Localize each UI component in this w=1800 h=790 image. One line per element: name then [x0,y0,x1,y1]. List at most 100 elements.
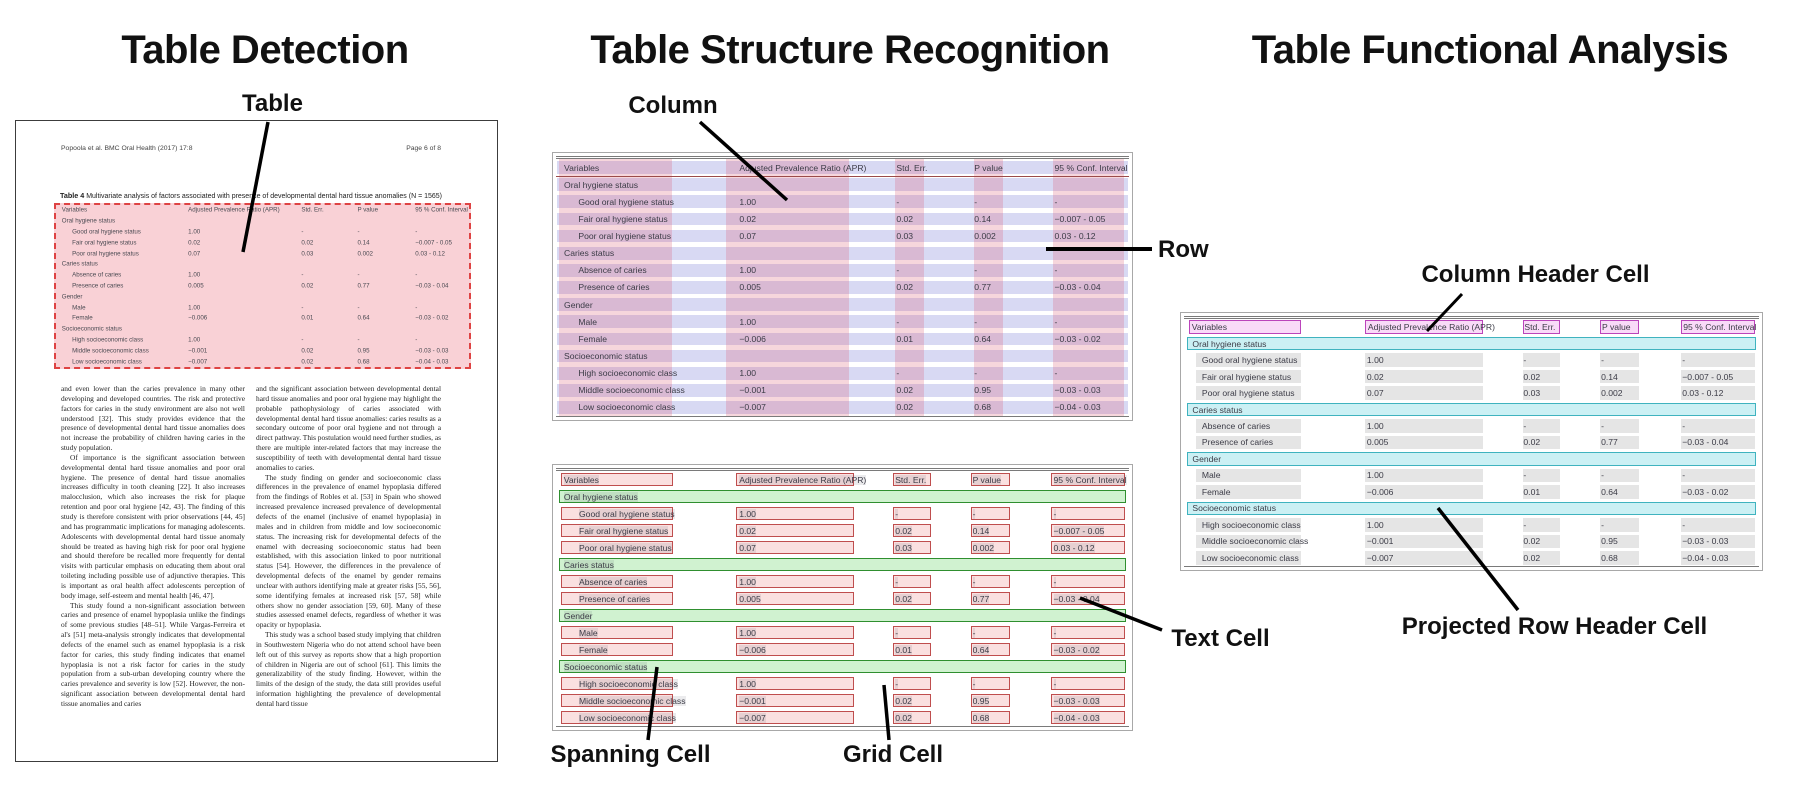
detected-table-region: Variables Adjusted Prevalence Ratio (APR)… [54,203,471,369]
structure-row [556,365,1129,382]
grid-cell-box: - [1051,574,1125,589]
value-cell-text: - [896,368,900,379]
text-cell-text: Female [1201,486,1231,497]
text-cell-box: Absence of caries [1195,419,1302,433]
grid-cell-box: 0.03 - 0.12 [1051,540,1125,555]
grid-cell-box: - [893,506,931,521]
text-cell: 1.00 [739,508,756,519]
value-cell-text: 0.03 [896,231,914,242]
column-header-cell-text: Variables [1191,322,1227,333]
doc-header-row: Variables Adjusted Prevalence Ratio (APR)… [56,205,469,216]
doc-value-cell: - [357,336,360,344]
value-cell-text: - [974,316,978,327]
doc-value-cell: - [357,271,360,279]
doc-value-cell: - [301,336,304,344]
text-cell-text: Good oral hygiene status [1201,355,1298,366]
text-cell-text: - [1523,470,1527,481]
projected-row-header-row: Gender [1184,451,1759,467]
row-band [557,401,1128,414]
text-cell-text: Absence of caries [1201,421,1271,432]
text-cell-box: 0.14 [1600,369,1640,384]
text-cell-box: - [1680,419,1755,433]
text-cell: −0.03 - 0.04 [1053,593,1100,604]
grid-cell-box: −0.03 - 0.02 [1051,642,1125,657]
grid-cell-row: Low socioeconomic class −0.007 0.02 0.68 −0.… [556,709,1129,726]
value-cell-text: 0.07 [739,231,757,242]
text-cell: 0.77 [972,593,990,604]
grid-cell-row: Good oral hygiene status 1.00 - - - [556,505,1129,522]
grid-cell-box: - [893,676,931,691]
text-cell-box: −0.006 [1364,485,1483,499]
header-cell-text: 95 % Conf. Interval [1054,162,1128,173]
text-cell-text: High socioeconomic class [1201,519,1301,530]
grid-cell-box: 1.00 [735,676,854,691]
text-cell-text: - [1523,355,1527,366]
text-cell: Variables [563,474,599,485]
text-cell-text: 0.95 [1601,536,1618,547]
text-cell-box: - [1522,518,1561,532]
functional-row: Female −0.006 0.01 0.64 −0.03 - 0.02 [1184,484,1759,500]
doc-label-cell: Presence of caries [72,282,124,290]
section-cell-text: Gender [564,299,593,310]
text-cell: 0.64 [972,644,990,655]
annotation-label-row: Row [1158,236,1209,263]
doc-data-row: Presence of caries 0.005 0.02 0.77 −0.03 - 0… [56,281,469,292]
text-cell-box: - [1600,468,1640,483]
section-cell-text: Socioeconomic status [563,661,648,672]
document-running-header: Popoola et al. BMC Oral Health (2017) 17… [61,145,193,152]
functional-row: High socioeconomic class 1.00 - - - [1184,517,1759,533]
text-cell-text: 0.02 [1523,371,1541,382]
spanning-cell-box: Socioeconomic status [559,659,1126,674]
structure-text-row: Middle socioeconomic class −0.001 0.02 0.95… [556,382,1129,399]
column-header-cell-text: P value [1602,322,1631,333]
row-band [557,366,1128,380]
projected-row-header-text: Socioeconomic status [1192,503,1276,514]
grid-cell-box: 0.02 [893,523,931,538]
body-text-column-2: and the significant association between … [256,384,441,724]
doc-label-cell: Middle socioeconomic class [72,347,149,355]
projected-row-header-cell-box: Oral hygiene status [1186,336,1757,351]
doc-header-cell: Adjusted Prevalence Ratio (APR) [188,206,280,214]
grid-cell-box: −0.006 [735,642,854,657]
row-band [557,281,1128,294]
doc-section-row: Oral hygiene status [56,216,469,227]
doc-header-cell: Std. Err. [301,206,324,214]
doc-section-row: Socioeconomic status [56,324,469,335]
projected-row-header-cell-box: Caries status [1186,402,1757,417]
structure-text-row: Socioeconomic status [556,347,1129,364]
doc-value-cell: - [301,271,304,279]
doc-header-cell: 95 % Conf. Interval [415,206,468,214]
label-cell-text: Male [578,316,597,327]
value-cell-text: - [896,316,900,327]
doc-value-cell: −0.03 - 0.02 [415,314,449,322]
text-cell-box: - [1600,518,1640,532]
text-cell: 0.14 [972,525,990,536]
value-cell-text: - [896,196,900,207]
text-cell-text: 0.14 [1601,371,1618,382]
functional-table: Variables Adjusted Prevalence Ratio (APR)… [1184,316,1759,567]
spanning-cell-row: Caries status [556,556,1129,573]
doc-value-cell: - [415,228,418,236]
text-cell-box: 0.68 [1600,551,1640,565]
grid-cell-box: 1.00 [735,574,854,589]
body-paragraph: and the significant association between … [256,384,441,472]
doc-value-cell: - [357,228,360,236]
value-cell-text: 0.02 [896,213,914,224]
text-cell: 0.03 - 0.12 [1053,542,1095,553]
doc-data-row: Good oral hygiene status 1.00 - - - [56,227,469,238]
doc-value-cell: - [301,304,304,312]
text-cell: −0.006 [739,644,766,655]
doc-value-cell: 1.00 [188,228,201,236]
structure-row [556,330,1129,347]
projected-row-header-cell-box: Gender [1186,452,1757,466]
grid-cell-box: 0.77 [970,591,1010,606]
functional-row: Absence of caries 1.00 - - - [1184,418,1759,434]
grid-cell-box: 0.07 [735,540,854,555]
text-cell-box: Presence of caries [1195,435,1302,450]
row-band [557,383,1128,397]
text-cell-box: - [1522,353,1561,367]
table-caption: Table 4 Multivariate analysis of factors… [60,191,480,200]
value-cell-text: 0.01 [896,333,914,344]
text-cell-text: - [1682,519,1686,530]
text-cell-text: 0.01 [1523,486,1541,497]
